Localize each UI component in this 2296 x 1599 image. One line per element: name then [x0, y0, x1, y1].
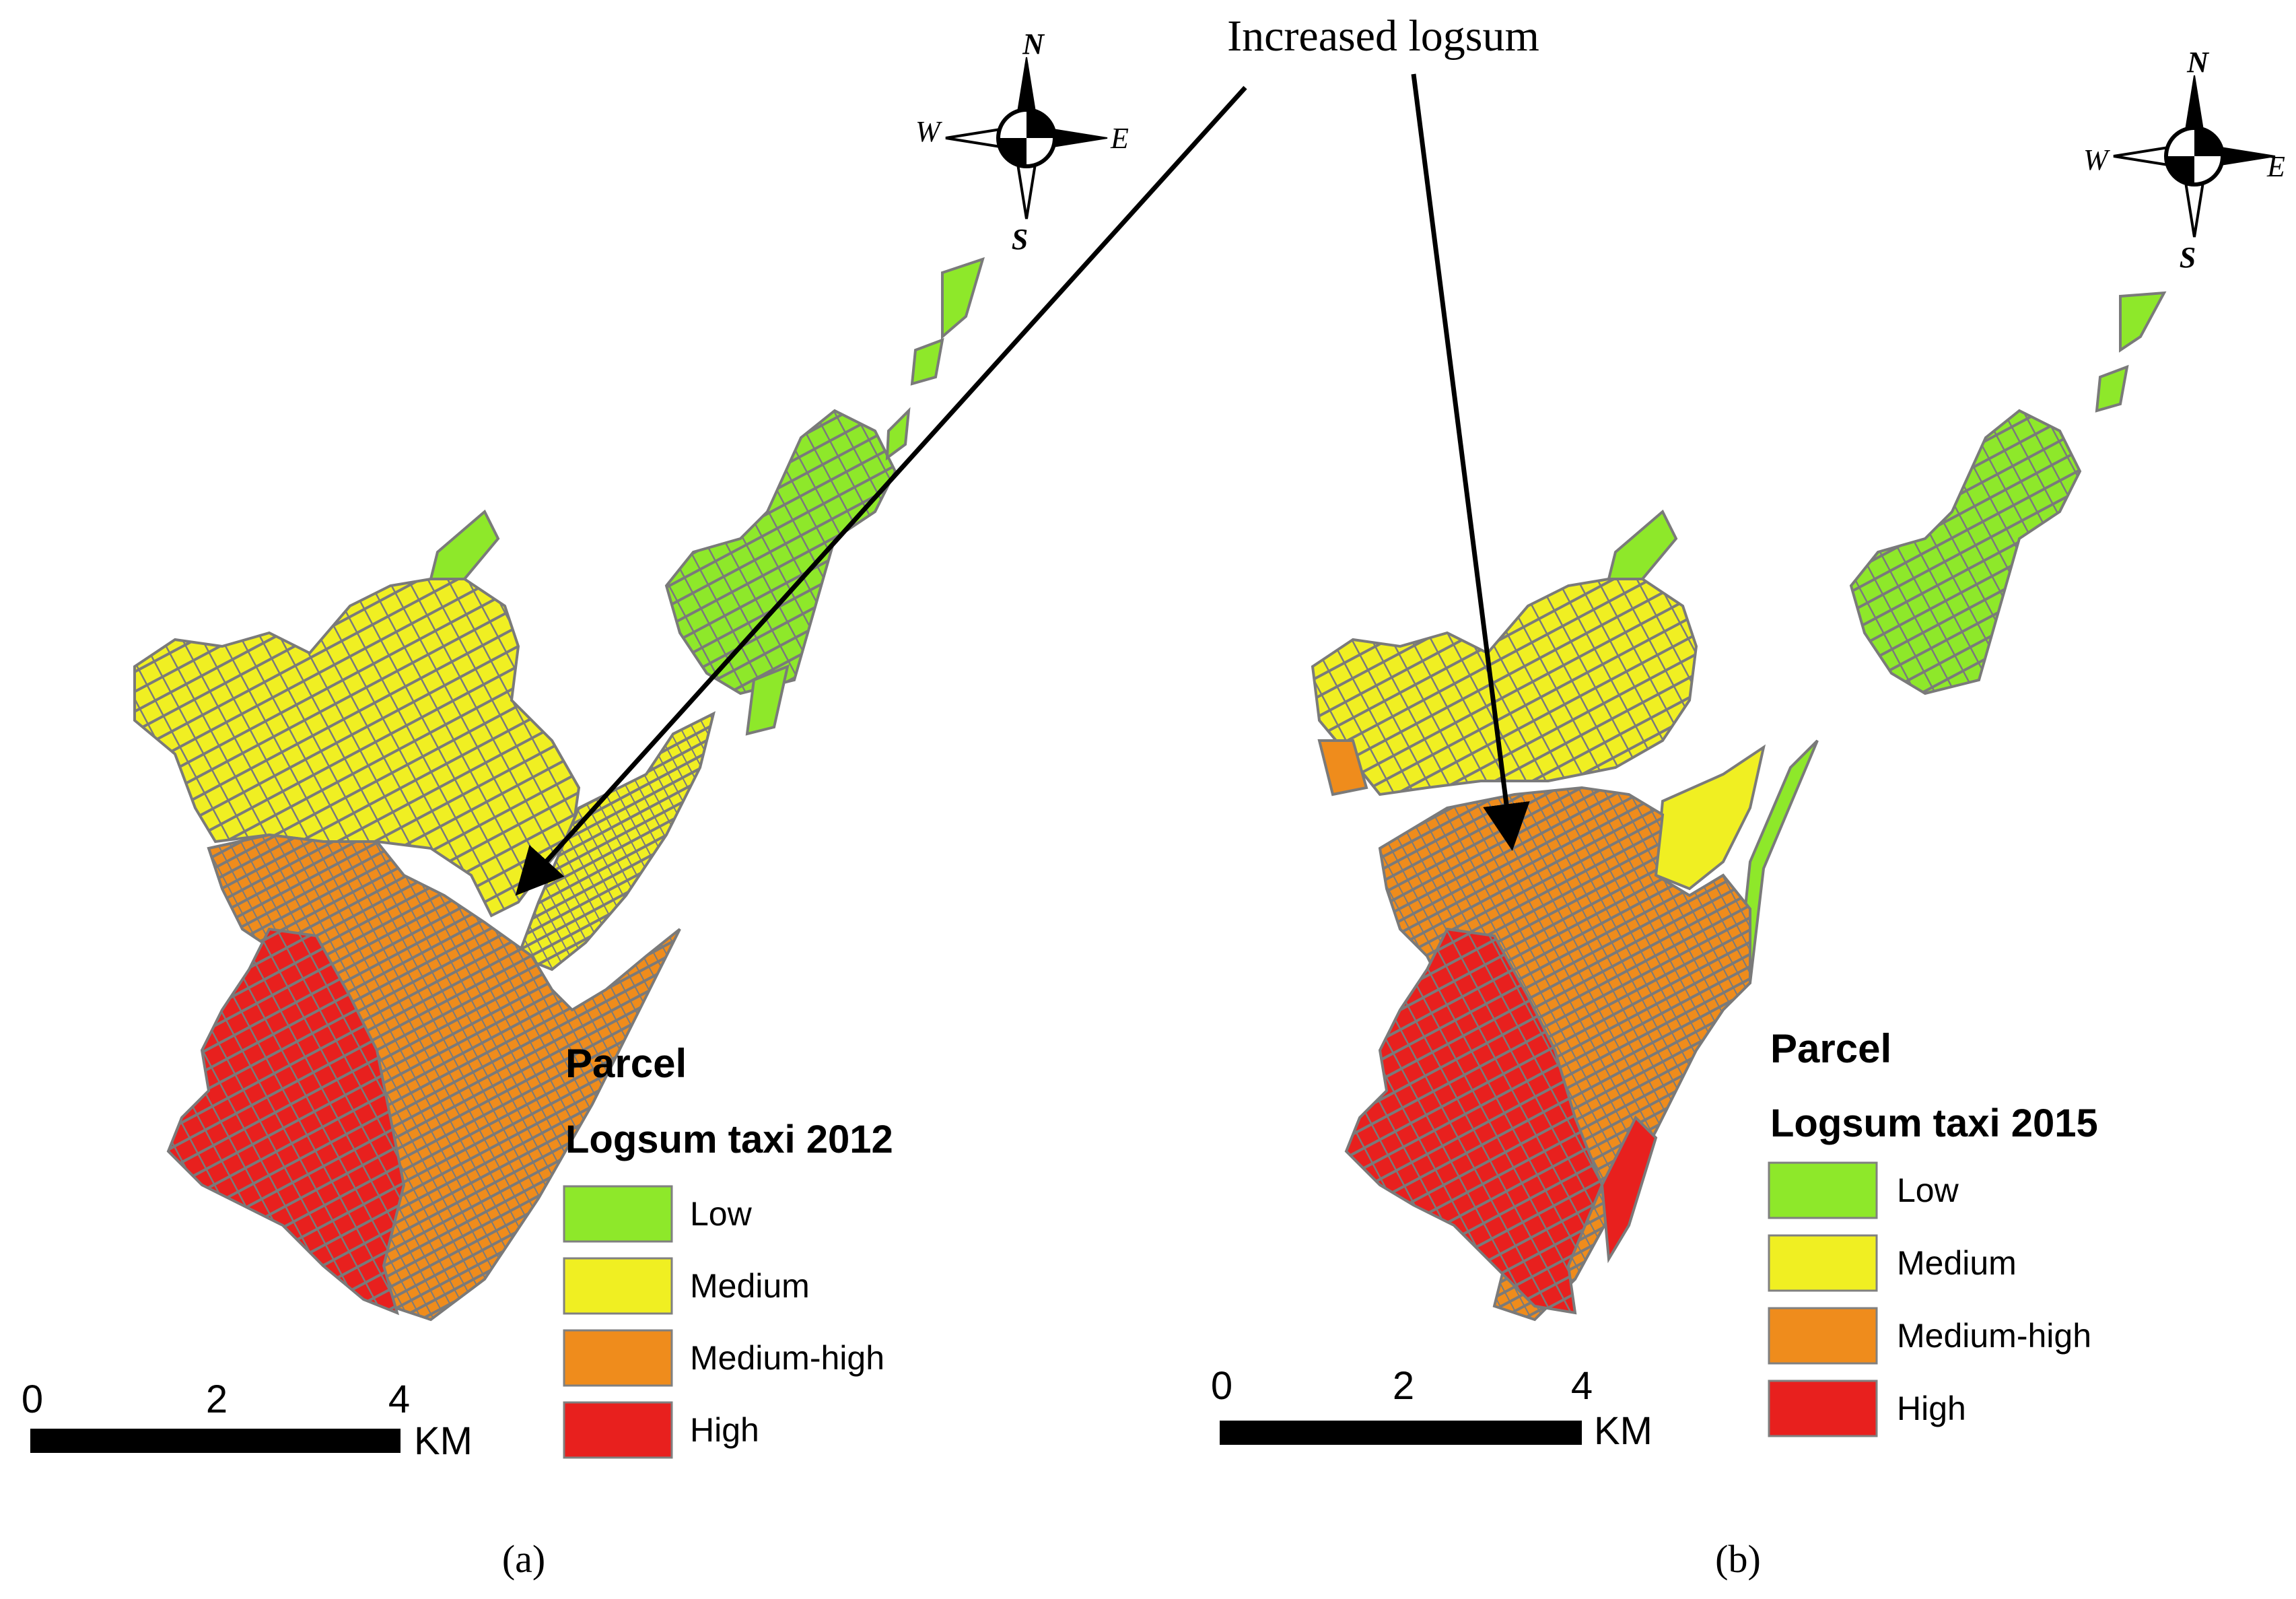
compass-quadrant-ne	[2194, 128, 2223, 156]
legend-a-subtitle: Logsum taxi 2012	[565, 1118, 893, 1161]
map-a-zone-medium	[133, 578, 716, 972]
compass-w-label: W	[2083, 143, 2110, 176]
scalebar-b: 0 2 4 KM	[1211, 1364, 1653, 1453]
legend-a-title: Parcel	[565, 1041, 687, 1086]
legend-a-label-low: Low	[690, 1195, 753, 1233]
scalebar-a-tick-2: 2	[206, 1377, 228, 1421]
legend-b: Parcel Logsum taxi 2015 Low Medium Mediu…	[1768, 1026, 2098, 1437]
caption-a: (a)	[502, 1537, 545, 1581]
scalebar-a-bar	[30, 1429, 401, 1453]
legend-b-label-low: Low	[1897, 1171, 1959, 1209]
legend-b-title: Parcel	[1770, 1026, 1891, 1071]
legend-b-swatch-high	[1768, 1380, 1878, 1437]
map-a	[133, 257, 985, 1322]
compass-e-label: E	[1110, 122, 1129, 155]
map-a-zone-low	[429, 257, 985, 736]
legend-b-swatch-low	[1768, 1161, 1878, 1219]
legend-a-label-medium: Medium	[690, 1267, 810, 1305]
compass-n-label: N	[1022, 28, 1045, 61]
scalebar-b-unit: KM	[1594, 1409, 1653, 1453]
scalebar-b-bar	[1220, 1421, 1582, 1445]
legend-a: Parcel Logsum taxi 2012 Low Medium Mediu…	[563, 1041, 893, 1459]
scalebar-b-tick-2: 2	[1393, 1364, 1414, 1408]
legend-a-swatch-high	[563, 1401, 673, 1459]
map-a-zone-high	[166, 927, 406, 1316]
annotation-arrow-b	[1411, 73, 1530, 851]
map-b	[1311, 291, 2167, 1322]
legend-a-swatch-medium-high	[563, 1329, 673, 1387]
legend-b-label-medium: Medium	[1897, 1244, 2017, 1282]
compass-s-label: S	[2180, 241, 2196, 274]
legend-a-swatch-low	[563, 1185, 673, 1243]
compass-a: N S E W	[915, 28, 1129, 256]
compass-e-label: E	[2266, 150, 2285, 183]
legend-b-label-medium-high: Medium-high	[1897, 1317, 2091, 1355]
annotation-label: Increased logsum	[1227, 11, 1539, 61]
compass-quadrant-sw	[2166, 156, 2194, 184]
legend-a-label-medium-high: Medium-high	[690, 1339, 884, 1377]
caption-b: (b)	[1715, 1537, 1761, 1581]
map-b-zone-low	[1607, 291, 2167, 992]
legend-b-swatch-medium-high	[1768, 1307, 1878, 1365]
legend-a-swatch-medium	[563, 1257, 673, 1315]
scalebar-a-tick-0: 0	[22, 1377, 43, 1421]
legend-b-swatch-medium	[1768, 1234, 1878, 1292]
scalebar-a-unit: KM	[414, 1419, 473, 1463]
legend-a-label-high: High	[690, 1411, 759, 1449]
compass-quadrant-ne	[1027, 110, 1055, 138]
compass-w-label: W	[915, 115, 942, 148]
scalebar-b-tick-4: 4	[1571, 1364, 1593, 1408]
compass-b: N S E W	[2083, 46, 2285, 274]
compass-n-label: N	[2186, 46, 2210, 79]
compass-quadrant-sw	[998, 138, 1027, 166]
scalebar-a: 0 2 4 KM	[22, 1377, 473, 1463]
legend-b-subtitle: Logsum taxi 2015	[1770, 1101, 2098, 1145]
legend-b-label-high: High	[1897, 1390, 1966, 1427]
annotation-arrow-a	[515, 86, 1247, 896]
scalebar-a-tick-4: 4	[388, 1377, 410, 1421]
scalebar-b-tick-0: 0	[1211, 1364, 1232, 1408]
map-b-zone-high	[1344, 927, 1658, 1315]
compass-s-label: S	[1012, 223, 1028, 256]
